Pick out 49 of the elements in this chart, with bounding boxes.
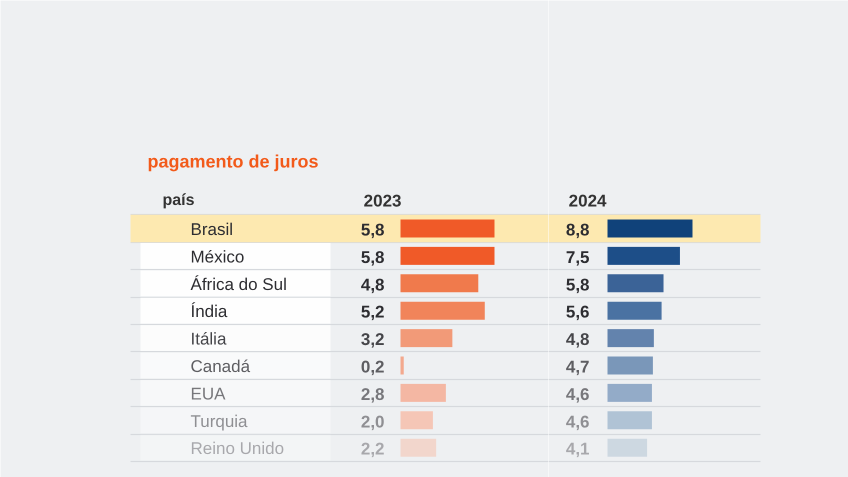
bar <box>608 384 652 402</box>
y-tick-label: EUA <box>190 384 226 404</box>
bar <box>608 411 652 430</box>
data-label: 4,6 <box>566 384 590 404</box>
bar <box>400 274 478 292</box>
data-label: 4,8 <box>566 330 590 350</box>
bar <box>400 220 494 238</box>
data-label: 5,6 <box>566 302 590 322</box>
data-label: 5,8 <box>360 220 385 240</box>
bar <box>608 274 664 292</box>
y-tick-label: Brasil <box>190 220 234 239</box>
data-label: 7,5 <box>566 248 590 267</box>
data-label: 2,8 <box>360 384 385 404</box>
data-label: 5,8 <box>566 275 590 294</box>
bar <box>400 356 404 374</box>
data-label: 3,2 <box>360 330 385 350</box>
data-label: 5,8 <box>360 248 385 267</box>
data-label: 8,8 <box>566 220 590 240</box>
bar <box>608 220 692 238</box>
y-tick-label: África do Sul <box>190 274 287 294</box>
bar <box>400 438 436 457</box>
text: pagamento de juros <box>148 152 319 172</box>
data-label: 4,7 <box>566 358 590 376</box>
bar <box>400 246 494 265</box>
bar <box>608 438 648 457</box>
bar <box>608 302 662 320</box>
data-label: 4,1 <box>566 440 590 459</box>
series-label: 2024 <box>568 192 608 210</box>
y-axis-title: país <box>162 192 195 209</box>
bar <box>608 356 653 374</box>
series-label: 2023 <box>364 192 402 210</box>
y-tick-label: Turquia <box>190 412 248 431</box>
data-label: 5,2 <box>360 302 385 322</box>
data-label: 2,0 <box>360 412 385 432</box>
y-tick-label: Canadá <box>190 357 251 376</box>
y-tick-label: Itália <box>190 330 227 349</box>
bar <box>400 329 452 348</box>
bar <box>400 384 446 402</box>
data-label: 0,2 <box>360 358 385 376</box>
bar <box>400 411 433 430</box>
y-tick-label: México <box>190 247 244 266</box>
bar <box>608 329 654 348</box>
y-tick-label: Reino Unido <box>190 439 284 458</box>
data-label: 4,8 <box>360 275 385 294</box>
bar <box>400 302 485 320</box>
data-label: 2,2 <box>360 440 385 459</box>
bar <box>608 246 680 265</box>
data-label: 4,6 <box>566 412 590 432</box>
y-tick-label: Índia <box>190 302 228 322</box>
